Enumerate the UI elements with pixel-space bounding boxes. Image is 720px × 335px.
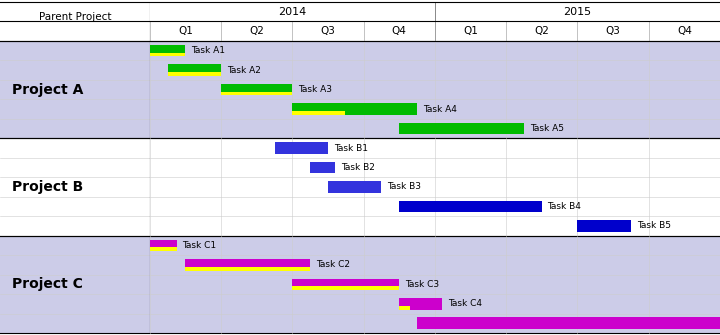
Bar bbox=[150, 53, 185, 57]
Text: Q2: Q2 bbox=[534, 26, 549, 36]
Text: Task B4: Task B4 bbox=[547, 202, 581, 211]
Text: Q4: Q4 bbox=[677, 26, 692, 36]
Bar bbox=[328, 181, 382, 193]
Text: Task B5: Task B5 bbox=[636, 221, 670, 230]
Text: 2015: 2015 bbox=[563, 7, 592, 17]
Text: Q3: Q3 bbox=[320, 26, 336, 36]
Bar bbox=[417, 318, 720, 329]
Bar bbox=[185, 267, 310, 271]
Bar bbox=[292, 111, 345, 115]
Bar bbox=[0, 236, 150, 333]
Text: Task C3: Task C3 bbox=[405, 280, 439, 289]
Bar bbox=[150, 240, 177, 251]
Text: 2014: 2014 bbox=[278, 7, 307, 17]
Bar bbox=[399, 306, 410, 310]
Bar bbox=[0, 2, 150, 41]
Bar bbox=[150, 41, 720, 138]
Text: Task B3: Task B3 bbox=[387, 183, 421, 192]
Text: Task A3: Task A3 bbox=[298, 85, 332, 94]
Bar bbox=[0, 138, 150, 236]
Text: Q4: Q4 bbox=[392, 26, 407, 36]
Bar bbox=[221, 84, 292, 95]
Text: Q2: Q2 bbox=[249, 26, 264, 36]
Text: Q1: Q1 bbox=[463, 26, 478, 36]
Text: Task A4: Task A4 bbox=[423, 105, 456, 114]
Bar bbox=[168, 72, 221, 76]
Bar bbox=[150, 236, 720, 333]
Bar bbox=[399, 123, 524, 134]
Bar bbox=[310, 162, 335, 173]
Bar bbox=[150, 45, 185, 57]
Bar bbox=[221, 91, 292, 95]
Text: Parent Project: Parent Project bbox=[39, 11, 111, 21]
Text: Task C2: Task C2 bbox=[316, 260, 350, 269]
Bar bbox=[168, 64, 221, 76]
Text: Q3: Q3 bbox=[606, 26, 621, 36]
Text: Project A: Project A bbox=[12, 83, 84, 96]
Text: Task A5: Task A5 bbox=[530, 124, 564, 133]
Bar bbox=[185, 259, 310, 271]
Text: Q1: Q1 bbox=[178, 26, 193, 36]
Text: Project B: Project B bbox=[12, 180, 84, 194]
Text: Task A1: Task A1 bbox=[191, 46, 225, 55]
Bar bbox=[150, 138, 720, 236]
Bar bbox=[292, 278, 399, 290]
Text: Task B1: Task B1 bbox=[333, 143, 368, 152]
Text: Task C1: Task C1 bbox=[183, 241, 217, 250]
Bar bbox=[399, 201, 541, 212]
Bar bbox=[0, 41, 150, 138]
Bar bbox=[577, 220, 631, 232]
Text: Task B2: Task B2 bbox=[341, 163, 374, 172]
Bar bbox=[274, 142, 328, 154]
Bar bbox=[399, 298, 442, 310]
Text: Task A2: Task A2 bbox=[227, 66, 261, 75]
Text: Project C: Project C bbox=[12, 277, 83, 291]
Bar bbox=[292, 103, 417, 115]
Text: Task C4: Task C4 bbox=[448, 299, 482, 308]
Bar bbox=[150, 2, 720, 41]
Bar bbox=[292, 286, 399, 290]
Bar bbox=[150, 247, 177, 251]
